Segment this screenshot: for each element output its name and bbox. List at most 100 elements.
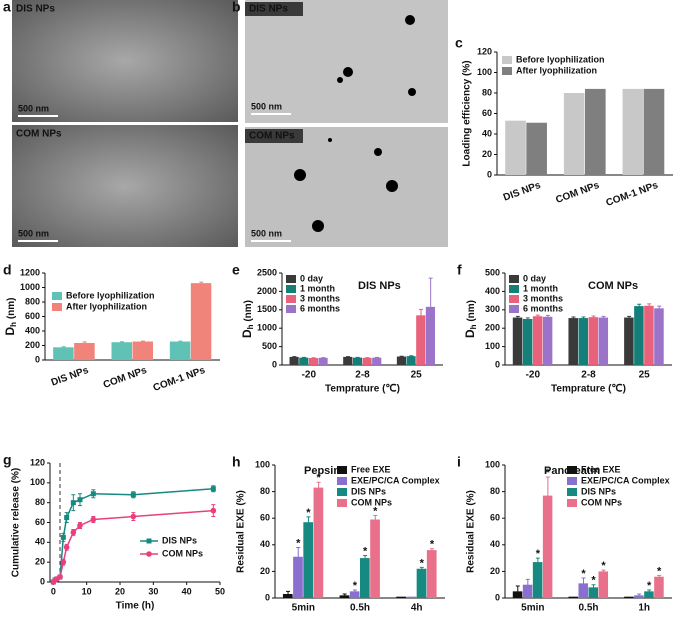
x-axis-label: Temprature (℃) <box>551 384 626 395</box>
legend-swatch <box>502 67 512 75</box>
tem-image <box>245 127 448 247</box>
y-tick-label: 60 <box>260 513 270 523</box>
error-bar <box>399 355 404 358</box>
marker <box>210 486 216 492</box>
x-tick-label: 4h <box>411 603 423 614</box>
legend-swatch <box>286 285 296 293</box>
legend-swatch <box>567 499 577 507</box>
legend-label: 1 month <box>523 283 558 293</box>
bar <box>289 356 299 365</box>
x-tick-label: 0.5h <box>350 603 370 614</box>
legend-label: EXE/PC/CA Complex <box>581 475 670 485</box>
error-bar <box>647 303 652 309</box>
panel-letter: i <box>457 454 461 470</box>
image-label: DIS NPs <box>16 4 55 15</box>
x-tick-label: 0 <box>51 586 56 596</box>
bar <box>622 88 644 175</box>
x-tick-label: DIS NPs <box>50 365 91 389</box>
x-tick-label: 25 <box>639 370 651 381</box>
y-axis-label: Loading efficiency (%) <box>462 60 473 166</box>
marker <box>60 534 66 540</box>
significance: * <box>353 580 358 592</box>
y-tick-label: 1200 <box>20 267 40 277</box>
y-tick-label: 200 <box>25 340 40 350</box>
error-bar <box>199 281 204 285</box>
y-tick-label: 100 <box>485 341 500 351</box>
bar <box>426 550 437 598</box>
significance: * <box>657 565 662 577</box>
legend-label: 6 months <box>523 303 563 313</box>
bar <box>293 556 303 598</box>
error-bar <box>82 341 87 345</box>
y-tick-label: 800 <box>25 296 40 306</box>
panel-letter: a <box>3 0 11 15</box>
bar <box>190 283 212 360</box>
x-tick-label: -20 <box>526 370 541 381</box>
legend-swatch <box>502 56 512 64</box>
significance: * <box>546 467 551 479</box>
sem-image <box>12 0 238 122</box>
y-tick-label: 40 <box>260 539 270 549</box>
y-axis-label-part: (nm) <box>243 300 254 324</box>
error-bar <box>409 355 414 358</box>
panel-letter: h <box>232 454 241 470</box>
panel-letter: d <box>3 262 12 278</box>
y-tick-label: 400 <box>25 325 40 335</box>
legend-label: Before lyophilization <box>66 290 155 300</box>
error-bar <box>637 303 642 309</box>
marker <box>70 500 76 506</box>
significance: * <box>296 537 301 549</box>
bar <box>74 342 95 360</box>
y-axis-label: Dh (nm) <box>3 297 18 335</box>
bar <box>406 596 417 598</box>
y-tick-label: 1000 <box>20 282 40 292</box>
error-bar <box>141 340 145 343</box>
bar <box>654 576 664 598</box>
bar <box>634 306 644 365</box>
error-bar <box>657 305 662 312</box>
y-tick-label: 20 <box>35 557 45 567</box>
bar <box>585 88 606 175</box>
y-axis-label-part: D <box>463 329 477 338</box>
error-bar <box>601 569 606 574</box>
bar <box>598 317 609 365</box>
bar <box>416 568 427 598</box>
bar <box>568 318 578 365</box>
chart-title: DIS NPs <box>358 280 401 292</box>
bar <box>313 487 324 598</box>
error-bar <box>286 590 291 598</box>
bar <box>360 558 370 598</box>
y-tick-label: 60 <box>490 513 500 523</box>
bar <box>53 347 74 360</box>
panel-letter: f <box>457 262 462 278</box>
y-tick-label: 0 <box>272 359 277 369</box>
error-bar <box>178 340 183 343</box>
bar <box>542 495 553 598</box>
error-bar <box>657 574 662 579</box>
bar <box>512 317 523 365</box>
legend-swatch <box>509 275 519 283</box>
y-tick-label: 100 <box>30 477 45 487</box>
y-tick-label: 80 <box>35 497 45 507</box>
marker <box>210 507 217 514</box>
significance: * <box>420 557 425 569</box>
bar <box>396 356 407 365</box>
significance: * <box>601 560 606 572</box>
y-tick-label: 120 <box>30 457 45 467</box>
y-tick-label: 0 <box>40 576 45 586</box>
error-bar <box>352 589 357 594</box>
legend-label: 0 day <box>300 273 323 283</box>
legend-label: 3 months <box>523 293 563 303</box>
error-bar <box>306 516 311 529</box>
image-label: COM NPs <box>16 129 62 140</box>
legend-marker <box>146 538 152 544</box>
x-tick-label: 5min <box>292 603 315 614</box>
legend-label: 0 day <box>523 273 546 283</box>
legend-swatch <box>509 295 519 303</box>
y-axis-label-part: h <box>9 322 18 327</box>
bar <box>169 341 191 360</box>
bar <box>505 120 526 175</box>
y-tick-label: 100 <box>477 67 492 77</box>
bar <box>563 93 585 175</box>
legend-swatch <box>337 477 347 485</box>
